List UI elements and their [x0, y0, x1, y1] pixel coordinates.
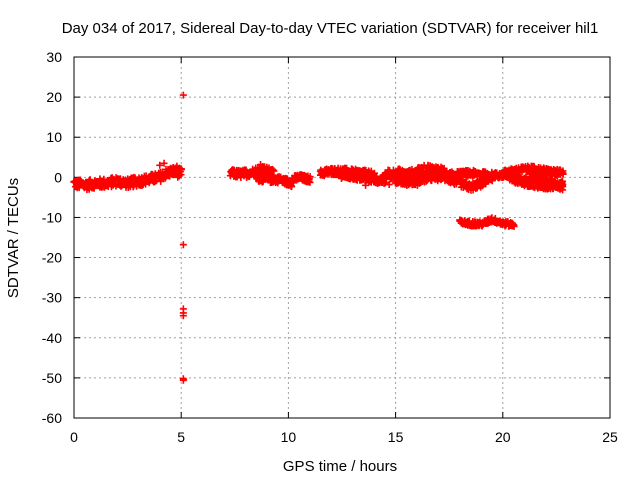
y-tick-label: 0: [54, 169, 62, 185]
x-tick-label: 0: [70, 429, 78, 445]
data-point: [362, 181, 370, 189]
grid-lines: [74, 57, 610, 418]
y-tick-label: -60: [42, 410, 62, 426]
data-point: [179, 241, 187, 249]
data-point: [305, 175, 313, 183]
y-tick-label: 30: [46, 49, 62, 65]
x-tick-label: 20: [495, 429, 511, 445]
data-point: [179, 91, 187, 99]
y-axis-ticks: 30 20 10 0 -10 -20 -30 -40 -50 -60: [42, 49, 610, 426]
y-tick-label: -40: [42, 330, 62, 346]
y-tick-label: -20: [42, 250, 62, 266]
data-point: [558, 178, 566, 186]
data-points: [70, 91, 567, 384]
data-point: [385, 181, 393, 189]
y-tick-label: -30: [42, 290, 62, 306]
x-axis-label: GPS time / hours: [283, 458, 397, 475]
x-tick-label: 25: [602, 429, 618, 445]
data-point: [559, 169, 567, 177]
data-point: [179, 376, 187, 384]
data-point: [257, 160, 265, 168]
data-point: [156, 161, 164, 169]
x-tick-label: 15: [388, 429, 404, 445]
data-point: [510, 221, 518, 229]
y-tick-label: 20: [46, 89, 62, 105]
y-tick-label: 10: [46, 129, 62, 145]
x-tick-label: 10: [281, 429, 297, 445]
y-tick-label: -50: [42, 370, 62, 386]
y-axis-label: SDTVAR / TECUs: [5, 178, 22, 298]
plot-frame: [73, 56, 611, 419]
x-axis-ticks: 0 5 10 15 20 25: [70, 57, 618, 445]
data-point: [177, 165, 185, 173]
data-point: [177, 171, 185, 179]
data-point: [173, 162, 181, 170]
y-tick-label: -10: [42, 209, 62, 225]
x-tick-label: 5: [177, 429, 185, 445]
data-point: [160, 159, 168, 167]
chart-title: Day 034 of 2017, Sidereal Day-to-day VTE…: [62, 20, 599, 37]
data-point: [179, 312, 187, 320]
